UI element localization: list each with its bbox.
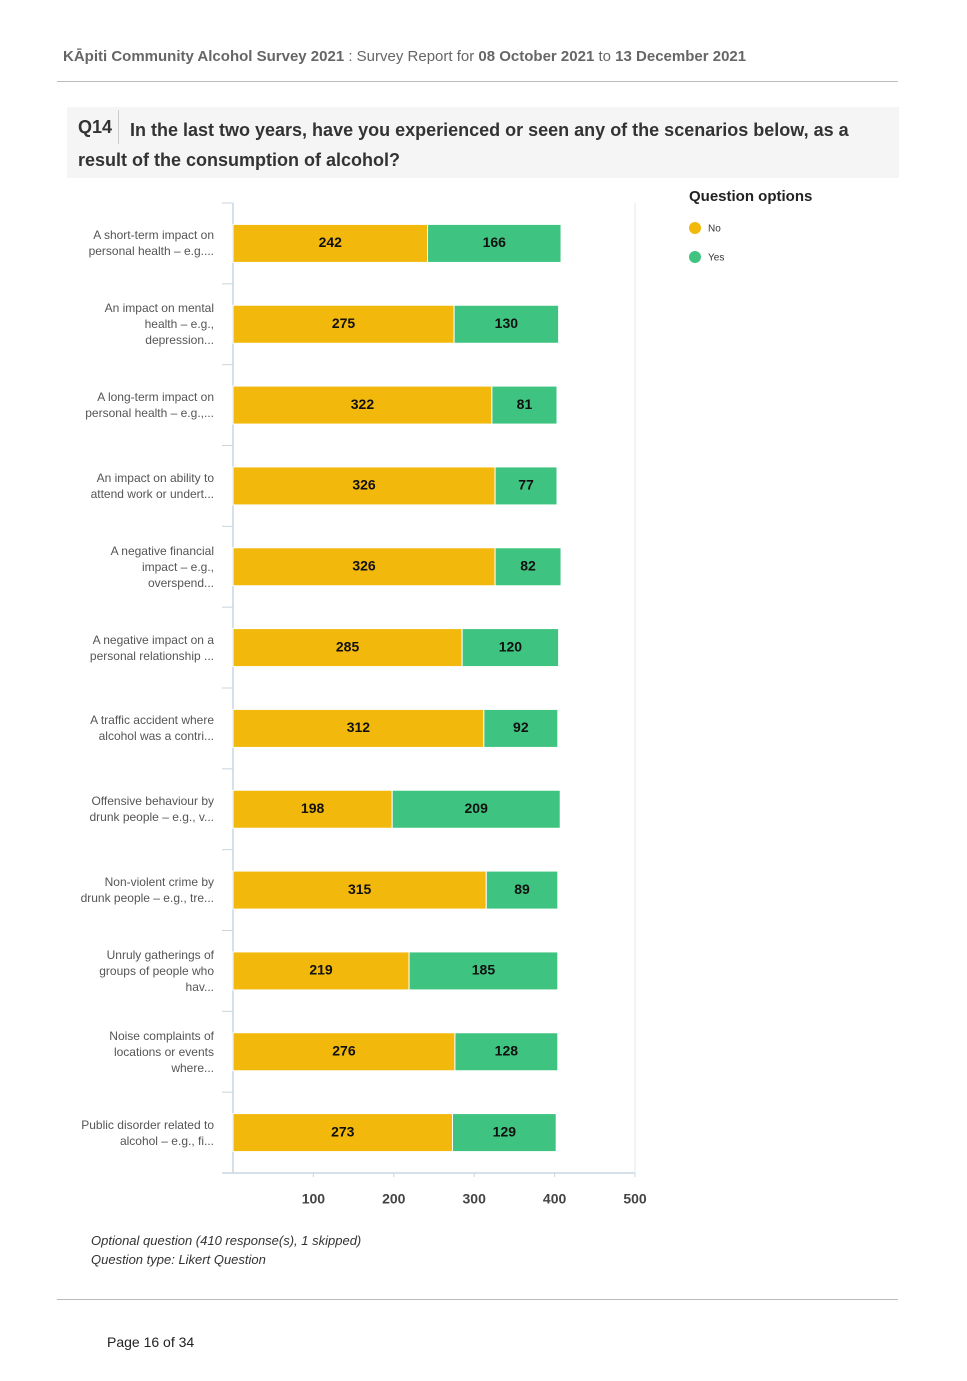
category-label: A short-term impact on personal health –…: [88, 228, 214, 259]
data-label: 315: [348, 881, 372, 897]
bar-segment: [491, 385, 558, 425]
data-label: 77: [518, 477, 534, 493]
data-label: 276: [332, 1042, 356, 1058]
data-label: 81: [517, 396, 533, 412]
legend-swatch: [689, 251, 701, 263]
bar-segment: [494, 466, 558, 506]
data-label: 92: [513, 719, 529, 735]
note: Optional question (410 response(s), 1 sk…: [91, 1233, 362, 1248]
bar-segment: [483, 708, 559, 748]
start-date: 08 October 2021: [478, 48, 595, 65]
category-label: An impact on ability to attend work or u…: [90, 470, 214, 501]
category-label: Noise complaints of locations or events …: [109, 1028, 214, 1075]
notes: Optional question (410 response(s), 1 sk…: [91, 1231, 361, 1269]
bar-segment: [232, 223, 429, 263]
question-text: In the last two years, have you experien…: [78, 120, 849, 170]
bar-segment: [485, 870, 559, 910]
category-label: A traffic accident where alcohol was a c…: [90, 713, 214, 744]
separator: [118, 110, 119, 144]
x-tick-label: 500: [623, 1191, 647, 1207]
bar-segment: [408, 951, 559, 991]
data-label: 285: [336, 638, 360, 654]
survey-title: KĀpiti Community Alcohol Survey 2021: [63, 48, 345, 65]
bar-segment: [232, 466, 496, 506]
category-label: Non-violent crime by drunk people – e.g.…: [80, 875, 214, 906]
bar-segment: [232, 304, 455, 344]
category-label: Offensive behaviour by drunk people – e.…: [89, 794, 214, 825]
bar-segment: [461, 628, 560, 668]
data-label: 89: [514, 881, 530, 897]
data-label: 82: [520, 557, 536, 573]
legend-label: Yes: [708, 253, 724, 264]
x-tick-label: 200: [382, 1191, 406, 1207]
header: KĀpiti Community Alcohol Survey 2021 : S…: [63, 48, 746, 65]
divider: [57, 81, 898, 82]
header-text: to: [598, 48, 611, 65]
data-label: 185: [472, 962, 496, 978]
note: Question type: Likert Question: [91, 1252, 266, 1267]
category-label: A negative financial impact – e.g., over…: [110, 543, 214, 590]
bar-segment: [232, 789, 393, 829]
legend-swatch: [689, 222, 701, 234]
bar-segment: [494, 547, 562, 587]
x-tick-label: 300: [463, 1191, 487, 1207]
page-number: Page 16 of 34: [107, 1334, 195, 1350]
divider: [57, 1299, 898, 1300]
x-tick-label: 400: [543, 1191, 567, 1207]
data-label: 219: [309, 962, 333, 978]
data-label: 275: [332, 315, 356, 331]
bar-segment: [451, 1113, 557, 1153]
data-label: 129: [493, 1123, 517, 1139]
question-box: [67, 107, 899, 178]
data-label: 120: [499, 638, 523, 654]
bar-segment: [232, 385, 493, 425]
data-label: 322: [351, 396, 375, 412]
bar-segment: [232, 1032, 456, 1072]
data-label: 209: [465, 800, 489, 816]
data-label: 242: [319, 234, 343, 250]
data-label: 326: [352, 477, 376, 493]
data-label: 128: [495, 1042, 519, 1058]
category-label: An impact on mental health – e.g., depre…: [104, 301, 214, 348]
category-label: A negative impact on a personal relation…: [89, 632, 214, 663]
data-label: 273: [331, 1123, 355, 1139]
legend-title: Question options: [689, 188, 812, 205]
end-date: 13 December 2021: [615, 48, 747, 65]
header-text: : Survey Report for: [348, 48, 475, 65]
data-label: 326: [352, 557, 376, 573]
bar-segment: [454, 1032, 559, 1072]
category-label: Public disorder related to alcohol – e.g…: [81, 1117, 214, 1148]
question-number: Q14: [78, 117, 113, 137]
bar-segment: [427, 223, 562, 263]
bar-segment: [391, 789, 561, 829]
data-label: 312: [347, 719, 371, 735]
bar-segment: [453, 304, 560, 344]
x-tick-label: 100: [302, 1191, 326, 1207]
data-label: 166: [483, 234, 507, 250]
category-label: Unruly gatherings of groups of people wh…: [99, 947, 214, 994]
category-label: A long-term impact on personal health – …: [85, 390, 214, 421]
data-label: 130: [495, 315, 519, 331]
data-label: 198: [301, 800, 325, 816]
bar-segment: [232, 628, 463, 668]
legend-label: No: [708, 224, 721, 235]
bar-segment: [232, 547, 496, 587]
bar-segment: [232, 1113, 453, 1153]
